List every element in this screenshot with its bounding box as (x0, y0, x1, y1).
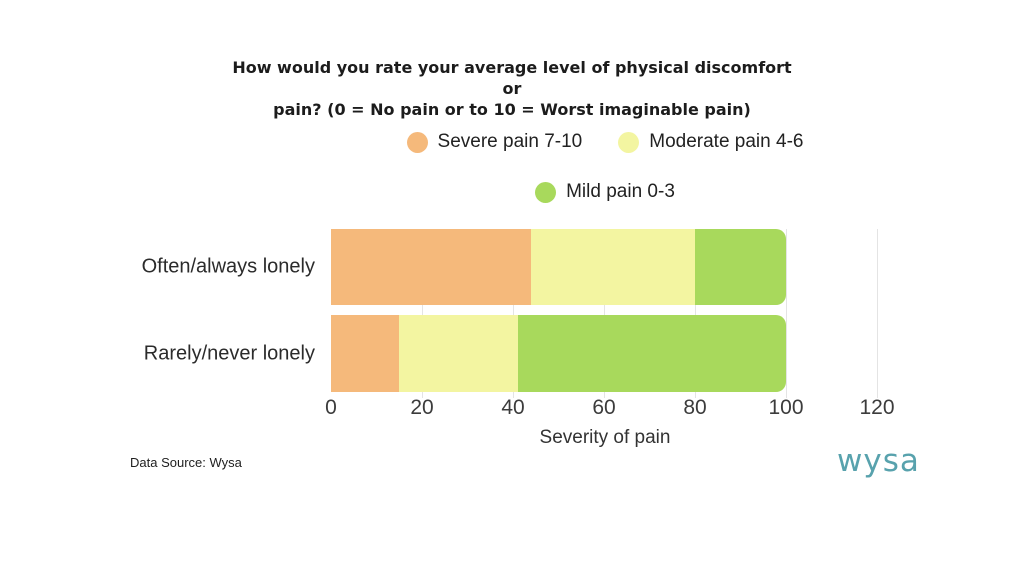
bar-segment (517, 315, 786, 392)
legend-label: Mild pain 0-3 (566, 181, 675, 202)
legend-color-dot-icon (406, 131, 428, 153)
gridline (786, 229, 787, 398)
gridline (695, 229, 696, 398)
chart-title: How would you rate your average level of… (232, 57, 792, 120)
bar-row (331, 315, 786, 392)
legend-item: Moderate pain 4-6 (618, 131, 803, 153)
bar-segment (399, 315, 518, 392)
legend-row-2: Mild pain 0-3 (331, 181, 879, 203)
bar-segment (531, 229, 695, 305)
category-label: Often/always lonely (141, 255, 315, 278)
legend-label: Moderate pain 4-6 (649, 131, 804, 152)
bar-segment (331, 229, 532, 305)
gridline (422, 229, 423, 398)
x-axis-title: Severity of pain (539, 427, 671, 448)
x-tick-label: 40 (501, 396, 525, 419)
x-tick-label: 120 (859, 396, 895, 419)
wysa-logo: wysa (837, 443, 920, 479)
x-tick-label: 20 (410, 396, 434, 419)
legend-item: Mild pain 0-3 (535, 181, 675, 203)
x-tick-label: 0 (325, 396, 337, 419)
gridline (604, 229, 605, 398)
bar-segment (694, 229, 786, 305)
bar-row (331, 229, 786, 305)
gridline (877, 229, 878, 398)
category-label: Rarely/never lonely (143, 342, 315, 364)
legend-item: Severe pain 7-10 (406, 131, 583, 153)
bar-segment (331, 315, 400, 392)
x-tick-label: 60 (592, 396, 616, 419)
data-source-note: Data Source: Wysa (130, 455, 242, 470)
x-tick-label: 100 (768, 396, 804, 419)
legend-label: Severe pain 7-10 (437, 131, 583, 152)
gridline (513, 229, 514, 398)
chart-title-line2: pain? (0 = No pain or to 10 = Worst imag… (273, 100, 751, 119)
x-tick-label: 80 (683, 396, 707, 419)
legend-color-dot-icon (535, 181, 557, 203)
chart-title-line1: How would you rate your average level of… (232, 58, 792, 98)
legend-color-dot-icon (618, 131, 640, 153)
legend-row-1: Severe pain 7-10 Moderate pain 4-6 (331, 131, 879, 153)
